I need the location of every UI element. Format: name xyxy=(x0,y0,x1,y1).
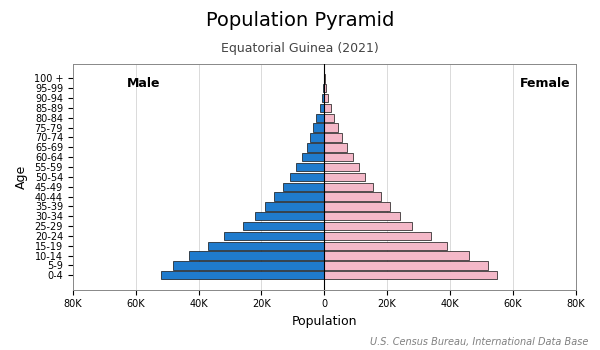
Bar xyxy=(189,251,324,260)
Bar xyxy=(173,261,324,270)
Text: U.S. Census Bureau, International Data Base: U.S. Census Bureau, International Data B… xyxy=(370,336,588,346)
Bar xyxy=(324,261,488,270)
Bar xyxy=(316,114,324,122)
Text: Female: Female xyxy=(520,77,571,90)
Bar xyxy=(161,271,324,279)
Y-axis label: Age: Age xyxy=(15,165,28,189)
Bar xyxy=(323,74,324,83)
Bar xyxy=(324,94,328,102)
Bar xyxy=(324,193,381,201)
Bar xyxy=(274,193,324,201)
Bar xyxy=(324,153,353,161)
Bar xyxy=(324,104,331,112)
Bar xyxy=(324,212,400,220)
Bar xyxy=(322,94,324,102)
Bar xyxy=(324,232,431,240)
Bar xyxy=(320,104,324,112)
Text: Population Pyramid: Population Pyramid xyxy=(206,10,394,29)
X-axis label: Population: Population xyxy=(292,315,357,328)
Bar xyxy=(324,182,373,191)
Bar xyxy=(324,251,469,260)
Bar xyxy=(255,212,324,220)
Bar xyxy=(208,241,324,250)
Bar xyxy=(324,163,359,171)
Bar xyxy=(324,124,338,132)
Bar xyxy=(324,143,347,152)
Bar xyxy=(324,202,390,211)
Bar xyxy=(283,182,324,191)
Bar xyxy=(324,271,497,279)
Text: Equatorial Guinea (2021): Equatorial Guinea (2021) xyxy=(221,42,379,55)
Bar xyxy=(224,232,324,240)
Bar xyxy=(324,74,325,83)
Bar xyxy=(324,114,334,122)
Bar xyxy=(265,202,324,211)
Bar xyxy=(296,163,324,171)
Bar xyxy=(307,143,324,152)
Bar xyxy=(310,133,324,142)
Bar xyxy=(290,173,324,181)
Bar xyxy=(324,173,365,181)
Bar xyxy=(324,241,447,250)
Bar xyxy=(324,84,326,92)
Bar xyxy=(302,153,324,161)
Text: Male: Male xyxy=(127,77,160,90)
Bar xyxy=(313,124,324,132)
Bar xyxy=(324,222,412,230)
Bar xyxy=(324,133,343,142)
Bar xyxy=(323,84,324,92)
Bar xyxy=(242,222,324,230)
